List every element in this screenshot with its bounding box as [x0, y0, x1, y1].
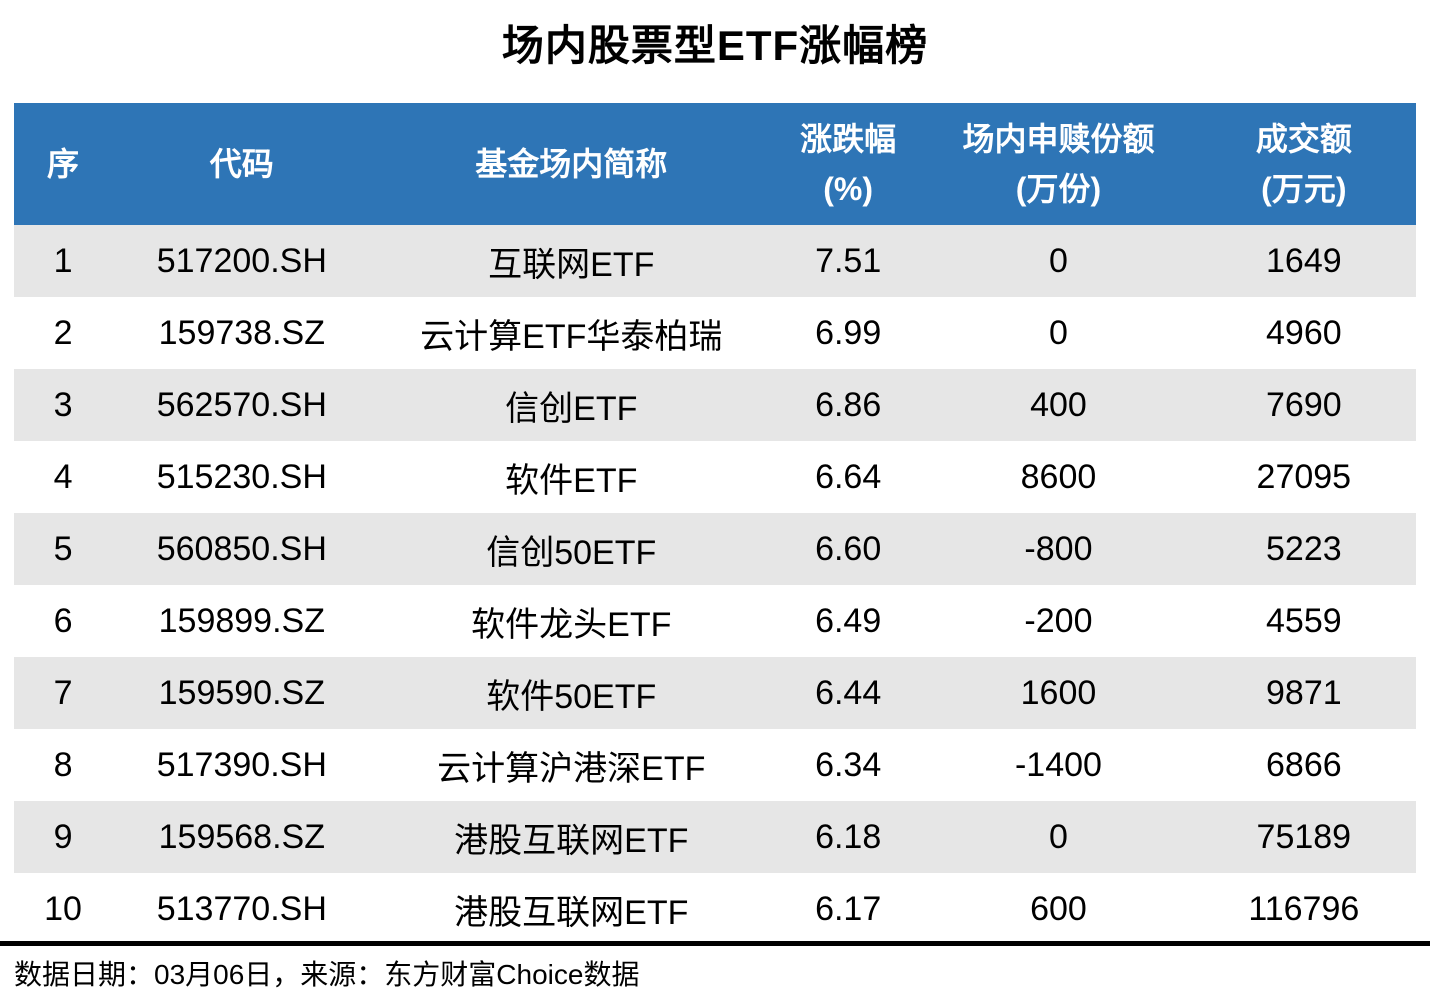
page-title: 场内股票型ETF涨幅榜: [501, 22, 929, 69]
table-row: 1 517200.SH 互联网ETF 7.51 0 1649: [14, 225, 1416, 297]
header-inout-shares-unit: (万份): [1015, 171, 1102, 207]
shares-cell: 8600: [1020, 457, 1097, 496]
shares-cell: 400: [1030, 385, 1087, 424]
shares-cell: 0: [1048, 241, 1068, 280]
name-cell: 云计算ETF华泰柏瑞: [420, 317, 723, 356]
rank-cell: 1: [53, 241, 73, 280]
rank-cell: 6: [53, 601, 73, 640]
code-cell: 517200.SH: [156, 241, 327, 280]
header-change-pct-unit: (%): [823, 171, 874, 207]
rank-cell: 4: [53, 457, 73, 496]
rank-cell: 9: [53, 817, 73, 856]
header-fund-name-label: 基金场内简称: [475, 146, 668, 182]
etf-gainers-table: 序 代码 基金场内简称 涨跌幅 (%) 场内申赎份额 (万份): [14, 103, 1416, 945]
change-cell: 6.64: [815, 457, 882, 496]
table-header: 序 代码 基金场内简称 涨跌幅 (%) 场内申赎份额 (万份): [14, 103, 1416, 225]
change-cell: 6.44: [815, 673, 882, 712]
change-cell: 6.60: [815, 529, 882, 568]
turnover-cell: 1649: [1266, 241, 1342, 280]
footer-divider: [0, 941, 1430, 946]
change-cell: 6.49: [815, 601, 882, 640]
name-cell: 港股互联网ETF: [454, 821, 689, 860]
header-rank-label: 序: [47, 146, 80, 182]
table-row: 8 517390.SH 云计算沪港深ETF 6.34 -1400 6866: [14, 729, 1416, 801]
code-cell: 159590.SZ: [158, 673, 325, 712]
table-row: 6 159899.SZ 软件龙头ETF 6.49 -200 4559: [14, 585, 1416, 657]
table-row: 7 159590.SZ 软件50ETF 6.44 1600 9871: [14, 657, 1416, 729]
turnover-cell: 75189: [1256, 817, 1352, 856]
rank-cell: 10: [44, 889, 82, 928]
header-inout-shares-label: 场内申赎份额: [962, 121, 1155, 157]
header-inout-shares: 场内申赎份额 (万份): [925, 103, 1192, 225]
rank-cell: 2: [53, 313, 73, 352]
header-rank: 序: [14, 103, 113, 225]
name-cell: 软件ETF: [505, 461, 638, 500]
name-cell: 互联网ETF: [488, 245, 655, 284]
name-cell: 软件龙头ETF: [471, 605, 672, 644]
table-body: 1 517200.SH 互联网ETF 7.51 0 1649 2 159738.SZ 云计算ET…: [14, 225, 1416, 945]
shares-cell: 0: [1048, 817, 1068, 856]
code-cell: 159568.SZ: [158, 817, 325, 856]
table-row: 2 159738.SZ 云计算ETF华泰柏瑞 6.99 0 4960: [14, 297, 1416, 369]
shares-cell: -200: [1024, 601, 1093, 640]
code-cell: 517390.SH: [156, 745, 327, 784]
change-cell: 6.34: [815, 745, 882, 784]
shares-cell: -800: [1024, 529, 1093, 568]
turnover-cell: 4559: [1266, 601, 1342, 640]
turnover-cell: 7690: [1266, 385, 1342, 424]
header-fund-name: 基金场内简称: [371, 103, 772, 225]
code-cell: 513770.SH: [156, 889, 327, 928]
header-turnover: 成交额 (万元): [1191, 103, 1416, 225]
turnover-cell: 9871: [1266, 673, 1342, 712]
table-row: 4 515230.SH 软件ETF 6.64 8600 27095: [14, 441, 1416, 513]
rank-cell: 3: [53, 385, 73, 424]
turnover-cell: 27095: [1256, 457, 1352, 496]
name-cell: 信创ETF: [505, 389, 638, 428]
change-cell: 7.51: [815, 241, 882, 280]
name-cell: 港股互联网ETF: [454, 893, 689, 932]
code-cell: 159899.SZ: [158, 601, 325, 640]
name-cell: 信创50ETF: [486, 533, 657, 572]
rank-cell: 7: [53, 673, 73, 712]
table-row: 9 159568.SZ 港股互联网ETF 6.18 0 75189: [14, 801, 1416, 873]
change-cell: 6.86: [815, 385, 882, 424]
change-cell: 6.99: [815, 313, 882, 352]
name-cell: 软件50ETF: [486, 677, 657, 716]
code-cell: 515230.SH: [156, 457, 327, 496]
shares-cell: -1400: [1014, 745, 1102, 784]
shares-cell: 1600: [1020, 673, 1097, 712]
change-cell: 6.18: [815, 817, 882, 856]
header-code-label: 代码: [209, 146, 274, 182]
data-source-note: 数据日期：03月06日，来源：东方财富Choice数据: [14, 959, 640, 990]
header-change-pct: 涨跌幅 (%): [771, 103, 926, 225]
turnover-cell: 116796: [1248, 889, 1360, 928]
table-row: 5 560850.SH 信创50ETF 6.60 -800 5223: [14, 513, 1416, 585]
header-change-pct-label: 涨跌幅: [800, 121, 897, 157]
code-cell: 562570.SH: [156, 385, 327, 424]
code-cell: 560850.SH: [156, 529, 327, 568]
turnover-cell: 5223: [1266, 529, 1342, 568]
name-cell: 云计算沪港深ETF: [437, 749, 706, 788]
rank-cell: 8: [53, 745, 73, 784]
header-turnover-unit: (万元): [1261, 171, 1347, 207]
change-cell: 6.17: [815, 889, 882, 928]
rank-cell: 5: [53, 529, 73, 568]
code-cell: 159738.SZ: [158, 313, 325, 352]
shares-cell: 600: [1030, 889, 1087, 928]
shares-cell: 0: [1048, 313, 1068, 352]
turnover-cell: 4960: [1266, 313, 1342, 352]
header-code: 代码: [112, 103, 372, 225]
turnover-cell: 6866: [1266, 745, 1342, 784]
header-turnover-label: 成交额: [1255, 121, 1352, 157]
header-row: 序 代码 基金场内简称 涨跌幅 (%) 场内申赎份额 (万份): [14, 103, 1416, 225]
table-row: 3 562570.SH 信创ETF 6.86 400 7690: [14, 369, 1416, 441]
table-row: 10 513770.SH 港股互联网ETF 6.17 600 116796: [14, 873, 1416, 945]
